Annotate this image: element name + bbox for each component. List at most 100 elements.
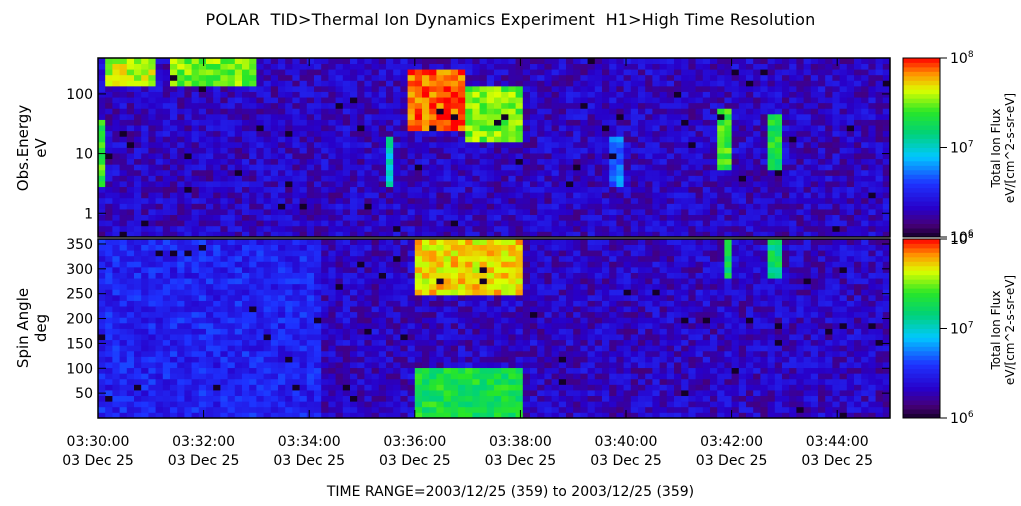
spectrogram-cell: [278, 328, 286, 335]
spectrogram-cell: [638, 175, 646, 182]
spectrogram-cell: [558, 91, 567, 98]
spectrogram-cell: [350, 401, 358, 408]
spectrogram-cell: [760, 192, 768, 199]
spectrogram-cell: [443, 63, 452, 70]
spectrogram-cell: [659, 69, 668, 76]
spectrogram-cell: [213, 384, 221, 391]
spectrogram-cell: [134, 220, 142, 227]
spectrogram-cell: [242, 80, 250, 87]
spectrogram-cell: [270, 169, 279, 176]
spectrogram-cell: [458, 97, 466, 104]
spectrogram-cell: [314, 175, 322, 182]
spectrogram-cell: [587, 108, 596, 115]
spectrogram-cell: [530, 58, 538, 64]
spectrogram-cell: [335, 250, 344, 257]
spectrogram-cell: [112, 412, 120, 419]
spectrogram-cell: [422, 69, 430, 76]
spectrogram-cell: [270, 108, 279, 115]
spectrogram-cell: [386, 69, 394, 76]
spectrogram-cell: [335, 97, 344, 104]
spectrogram-cell: [105, 58, 113, 64]
spectrogram-cell: [652, 209, 660, 216]
spectrogram-cell: [537, 97, 545, 104]
spectrogram-cell: [256, 153, 264, 160]
spectrogram-cell: [746, 108, 754, 115]
spectrogram-cell: [386, 278, 394, 285]
spectrogram-cell: [738, 119, 747, 126]
spectrogram-cell: [371, 147, 380, 154]
spectrogram-cell: [170, 412, 178, 419]
spectrogram-cell: [710, 175, 718, 182]
spectrogram-cell: [580, 141, 588, 148]
spectrogram-cell: [400, 97, 408, 104]
spectrogram-cell: [98, 63, 106, 70]
spectrogram-cell: [501, 125, 509, 132]
spectrogram-cell: [782, 209, 790, 216]
spectrogram-cell: [148, 244, 156, 251]
spectrogram-cell: [335, 91, 344, 98]
spectrogram-cell: [760, 147, 768, 154]
spectrogram-cell: [364, 147, 372, 154]
spectrogram-cell: [141, 328, 149, 335]
spectrogram-cell: [299, 339, 308, 346]
spectrogram-cell: [378, 278, 387, 285]
spectrogram-cell: [558, 69, 567, 76]
spectrogram-cell: [249, 401, 257, 408]
spectrogram-cell: [594, 175, 603, 182]
spectrogram-cell: [810, 214, 819, 221]
spectrogram-cell: [148, 169, 156, 176]
spectrogram-cell: [335, 261, 344, 268]
spectrogram-cell: [249, 113, 257, 120]
spectrogram-cell: [263, 294, 272, 301]
spectrogram-cell: [119, 214, 128, 221]
spectrogram-cell: [220, 261, 228, 268]
spectrogram-cell: [364, 356, 372, 363]
spectrogram-cell: [573, 74, 581, 81]
spectrogram-cell: [796, 69, 804, 76]
spectrogram-cell: [191, 80, 200, 87]
spectrogram-cell: [400, 58, 408, 64]
spectrogram-cell: [126, 209, 135, 216]
spectrogram-cell: [580, 158, 588, 165]
spectrogram-cell: [350, 345, 358, 352]
spectrogram-cell: [515, 125, 524, 132]
spectrogram-cell: [184, 244, 192, 251]
spectrogram-cell: [378, 69, 387, 76]
spectrogram-cell: [242, 97, 250, 104]
spectrogram-cell: [558, 147, 567, 154]
spectrogram-cell: [177, 113, 185, 120]
spectrogram-cell: [652, 220, 660, 227]
spectrogram-cell: [630, 113, 639, 120]
spectrogram-cell: [436, 74, 444, 81]
spectrogram-cell: [782, 153, 790, 160]
spectrogram-cell: [875, 74, 884, 81]
spectrogram-cell: [357, 289, 365, 296]
spectrogram-cell: [112, 63, 120, 70]
spectrogram-cell: [249, 231, 257, 238]
spectrogram-cell: [119, 373, 128, 380]
spectrogram-cell: [263, 255, 272, 262]
spectrogram-cell: [141, 186, 149, 193]
spectrogram-cell: [393, 239, 401, 245]
spectrogram-cell: [875, 231, 884, 238]
spectrogram-cell: [414, 406, 423, 413]
spectrogram-cell: [227, 80, 236, 87]
spectrogram-cell: [364, 278, 372, 285]
spectrogram-cell: [501, 74, 509, 81]
spectrogram-cell: [234, 80, 243, 87]
spectrogram-cell: [861, 141, 869, 148]
spectrogram-cell: [98, 69, 106, 76]
spectrogram-cell: [407, 384, 416, 391]
spectrogram-cell: [350, 283, 358, 290]
spectrogram-cell: [270, 80, 279, 87]
spectrogram-cell: [494, 85, 502, 92]
spectrogram-cell: [335, 153, 344, 160]
spectrogram-cell: [184, 350, 192, 357]
spectrogram-cell: [832, 209, 840, 216]
spectrogram-cell: [256, 169, 264, 176]
spectrogram-cell: [609, 108, 617, 115]
spectrogram-cell: [566, 69, 574, 76]
spectrogram-cell: [666, 181, 675, 188]
spectrogram-cell: [422, 231, 430, 238]
spectrogram-cell: [227, 102, 236, 109]
